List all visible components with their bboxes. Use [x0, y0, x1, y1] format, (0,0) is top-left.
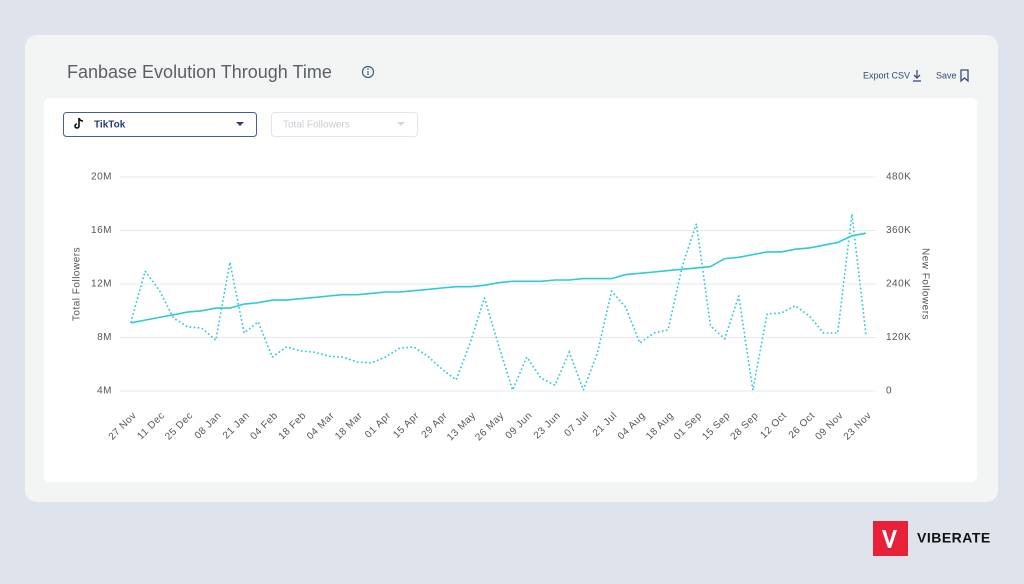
- download-icon[interactable]: [913, 70, 921, 82]
- line-series: [130, 213, 867, 393]
- logo-mark: [873, 521, 908, 556]
- y-tick-label: 20M: [91, 172, 112, 183]
- y2-tick-label: 480K: [886, 172, 911, 183]
- bookmark-icon[interactable]: [960, 69, 969, 83]
- dropdown-arrow: [397, 122, 405, 126]
- y-tick-label: 12M: [91, 279, 112, 290]
- y-tick-label: 4M: [97, 386, 112, 397]
- y2-tick-label: 0: [886, 386, 892, 397]
- y2-tick-label: 120K: [886, 332, 911, 343]
- dropdown-arrow: [236, 122, 244, 126]
- y2-tick-label: 360K: [886, 225, 911, 236]
- brand: VIBERATE: [917, 530, 991, 546]
- metric-dropdown: [271, 112, 418, 137]
- y-tick-label: 8M: [97, 332, 112, 343]
- info-icon[interactable]: [361, 65, 375, 79]
- y-tick-label: 16M: [91, 225, 112, 236]
- export-button[interactable]: Export CSV: [863, 70, 910, 80]
- line-series: [130, 232, 867, 324]
- y-axis-label: Total Followers: [72, 247, 83, 321]
- chart-panel: [44, 98, 977, 482]
- platform-label: TikTok: [94, 120, 126, 131]
- y2-tick-label: 240K: [886, 279, 911, 290]
- platform-dropdown[interactable]: [63, 112, 257, 137]
- save-button[interactable]: Save: [936, 70, 957, 80]
- metric-label: Total Followers: [283, 120, 350, 131]
- y2-axis-label: New Followers: [919, 248, 930, 320]
- tiktok-icon: [74, 117, 84, 129]
- logo-v: [882, 530, 897, 548]
- card-title: Fanbase Evolution Through Time: [67, 62, 332, 82]
